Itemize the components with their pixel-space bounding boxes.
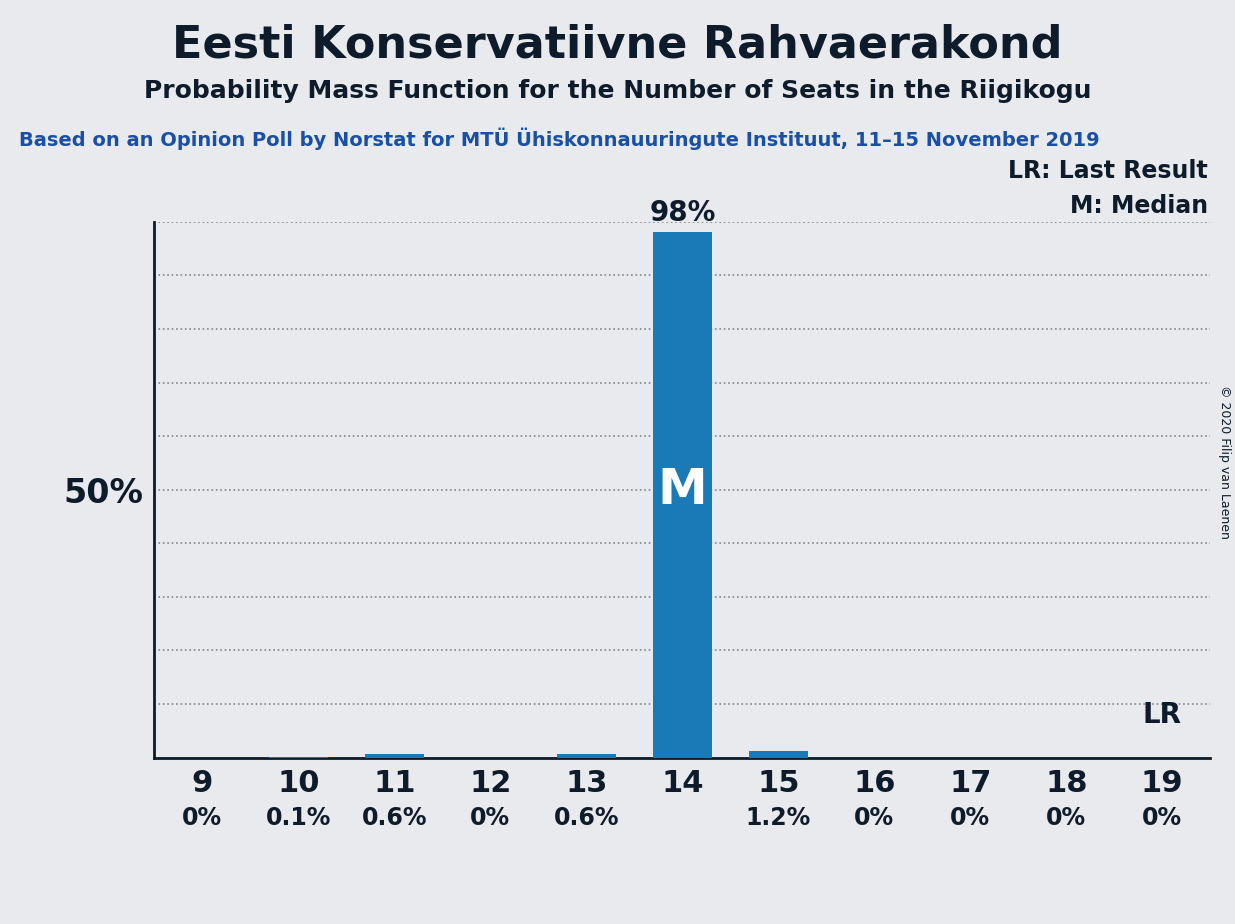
Text: 0%: 0% bbox=[471, 806, 510, 830]
Text: M: M bbox=[657, 466, 708, 514]
Text: 0%: 0% bbox=[855, 806, 894, 830]
Text: 1.2%: 1.2% bbox=[746, 806, 811, 830]
Text: 98%: 98% bbox=[650, 199, 715, 227]
Text: 0.6%: 0.6% bbox=[362, 806, 427, 830]
Text: Based on an Opinion Poll by Norstat for MTÜ Ühiskonnauuringute Instituut, 11–15 : Based on an Opinion Poll by Norstat for … bbox=[19, 128, 1099, 150]
Text: M: Median: M: Median bbox=[1070, 194, 1208, 218]
Text: 0.6%: 0.6% bbox=[553, 806, 619, 830]
Text: 0.1%: 0.1% bbox=[266, 806, 331, 830]
Bar bbox=[652, 233, 713, 758]
Text: Probability Mass Function for the Number of Seats in the Riigikogu: Probability Mass Function for the Number… bbox=[143, 79, 1092, 103]
Text: LR: LR bbox=[1142, 700, 1182, 729]
Bar bbox=[748, 751, 808, 758]
Text: 0%: 0% bbox=[1046, 806, 1087, 830]
Text: 0%: 0% bbox=[1142, 806, 1182, 830]
Text: LR: Last Result: LR: Last Result bbox=[1008, 159, 1208, 183]
Bar bbox=[364, 755, 424, 758]
Text: 0%: 0% bbox=[183, 806, 222, 830]
Text: Eesti Konservatiivne Rahvaerakond: Eesti Konservatiivne Rahvaerakond bbox=[172, 23, 1063, 67]
Bar bbox=[557, 755, 616, 758]
Text: 0%: 0% bbox=[950, 806, 990, 830]
Text: © 2020 Filip van Laenen: © 2020 Filip van Laenen bbox=[1218, 385, 1231, 539]
